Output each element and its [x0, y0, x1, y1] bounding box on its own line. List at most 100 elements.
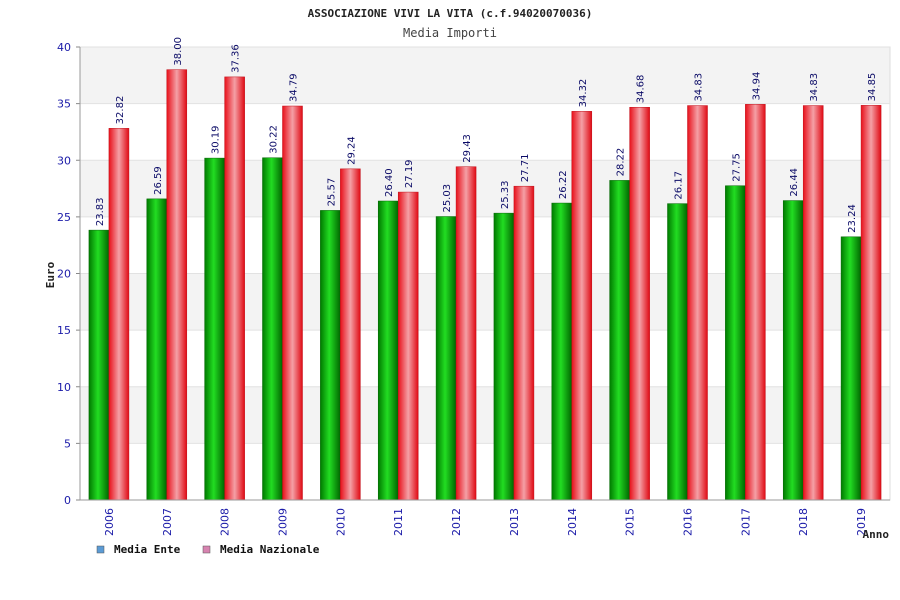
x-tick-label: 2015: [624, 508, 637, 536]
y-tick-label: 5: [64, 437, 71, 450]
y-tick-label: 15: [57, 324, 71, 337]
plot-band: [80, 47, 890, 104]
legend: Media Ente Media Nazionale: [96, 543, 320, 556]
legend-swatch-media-ente: [96, 545, 105, 554]
bar-value-label: 27.71: [520, 154, 531, 183]
bar-value-label: 26.22: [558, 170, 569, 199]
bar-media-nazionale-2010: [340, 168, 361, 501]
bar-value-label: 38.00: [173, 37, 184, 66]
y-tick-label: 40: [57, 41, 71, 54]
bar-media-ente-2006: [88, 229, 110, 501]
bar-value-label: 25.33: [500, 180, 511, 209]
x-tick-label: 2010: [334, 508, 347, 536]
legend-label: Media Ente: [114, 543, 181, 556]
bar-value-label: 34.85: [867, 73, 878, 102]
bar-media-ente-2008: [204, 157, 225, 501]
bar-media-nazionale-2017: [745, 104, 766, 501]
y-tick-label: 35: [57, 98, 71, 111]
x-tick-label: 2012: [450, 508, 463, 536]
plot-band: [80, 273, 890, 331]
bar-value-label: 34.32: [578, 79, 589, 108]
bar-media-nazionale-2019: [860, 105, 882, 501]
x-tick-label: 2006: [103, 508, 116, 536]
y-tick-label: 30: [57, 154, 71, 167]
x-tick-label: 2019: [855, 508, 868, 536]
y-axis: 0 5 10 15 20 25 30 35 40: [57, 41, 81, 507]
bar-value-label: 29.43: [462, 134, 473, 163]
x-tick-label: 2016: [682, 508, 695, 536]
x-tick-label: 2017: [739, 508, 752, 536]
plot-band: [80, 386, 890, 444]
legend-swatch-media-nazionale: [202, 545, 211, 554]
bar-media-nazionale-2018: [802, 105, 824, 501]
bar-value-label: 34.83: [809, 73, 820, 102]
x-axis: 2006 2007 2008 2009 2010 2011 2012 2013 2014 2015…: [80, 499, 890, 536]
bar-value-label: 25.57: [326, 178, 337, 207]
bar-value-label: 28.22: [616, 148, 627, 177]
bar-media-ente-2015: [609, 180, 630, 501]
bar-media-ente-2016: [667, 203, 688, 501]
bar-media-nazionale-2009: [282, 105, 303, 501]
bar-media-ente-2017: [725, 185, 746, 501]
bar-value-label: 34.68: [636, 75, 647, 104]
plot-band: [80, 160, 890, 217]
x-tick-label: 2008: [219, 508, 232, 536]
bar-value-label: 27.19: [404, 159, 415, 188]
bar-media-nazionale-2007: [166, 69, 188, 501]
bar-media-nazionale-2014: [571, 111, 593, 501]
y-tick-label: 25: [57, 211, 71, 224]
bar-value-label: 25.03: [442, 184, 453, 213]
bar-media-ente-2019: [840, 236, 862, 501]
x-tick-label: 2007: [161, 508, 174, 536]
bar-media-nazionale-2013: [513, 185, 535, 501]
bar-media-nazionale-2015: [629, 106, 650, 501]
bar-value-label: 23.24: [847, 204, 858, 233]
x-tick-label: 2013: [508, 508, 521, 536]
bar-media-nazionale-2012: [455, 166, 477, 501]
x-tick-label: 2014: [566, 508, 579, 536]
y-tick-label: 0: [64, 494, 71, 507]
bar-value-label: 26.17: [674, 171, 685, 200]
bar-media-ente-2011: [377, 200, 399, 501]
plot-band: [80, 216, 890, 274]
bar-value-label: 34.94: [751, 72, 762, 101]
bar-media-ente-2010: [320, 210, 341, 501]
x-axis-title: Anno: [863, 528, 890, 541]
chart-title: ASSOCIAZIONE VIVI LA VITA (c.f.940200700…: [308, 7, 593, 20]
bar-media-ente-2009: [262, 157, 283, 501]
bar-value-label: 27.75: [731, 153, 742, 182]
legend-label: Media Nazionale: [220, 543, 320, 556]
bar-media-ente-2012: [435, 216, 457, 501]
bar-value-label: 26.59: [153, 166, 164, 195]
bar-media-nazionale-2006: [108, 128, 130, 501]
plot-band: [80, 103, 890, 161]
bar-media-nazionale-2008: [224, 76, 245, 501]
bar-value-label: 23.83: [95, 197, 106, 226]
plot-band: [80, 330, 890, 387]
y-axis-title: Euro: [44, 261, 57, 288]
x-tick-label: 2018: [797, 508, 810, 536]
bar-value-label: 34.79: [289, 73, 300, 102]
plot-band: [80, 443, 890, 500]
x-tick-label: 2011: [392, 508, 405, 536]
bar-media-ente-2013: [493, 212, 515, 501]
bar-value-label: 29.24: [346, 136, 357, 165]
bar-media-ente-2018: [782, 200, 804, 501]
y-tick-label: 10: [57, 381, 71, 394]
y-tick-label: 20: [57, 268, 71, 281]
bar-value-label: 30.19: [211, 125, 222, 154]
bar-value-label: 37.36: [231, 44, 242, 73]
bar-value-labels: 23.83 32.82 26.59 38.00 30.19 37.36 30.22 34.79…: [95, 37, 878, 233]
bar-value-label: 26.40: [384, 168, 395, 197]
bar-value-label: 34.83: [694, 73, 705, 102]
bar-media-nazionale-2016: [687, 105, 708, 501]
bar-value-label: 32.82: [115, 96, 126, 125]
bar-media-ente-2014: [551, 202, 573, 501]
bar-media-ente-2007: [146, 198, 168, 501]
bar-value-label: 30.22: [269, 125, 280, 154]
bar-value-label: 26.44: [789, 168, 800, 197]
x-tick-label: 2009: [277, 508, 290, 536]
bar-media-nazionale-2011: [397, 191, 419, 501]
chart-subtitle: Media Importi: [403, 26, 497, 40]
